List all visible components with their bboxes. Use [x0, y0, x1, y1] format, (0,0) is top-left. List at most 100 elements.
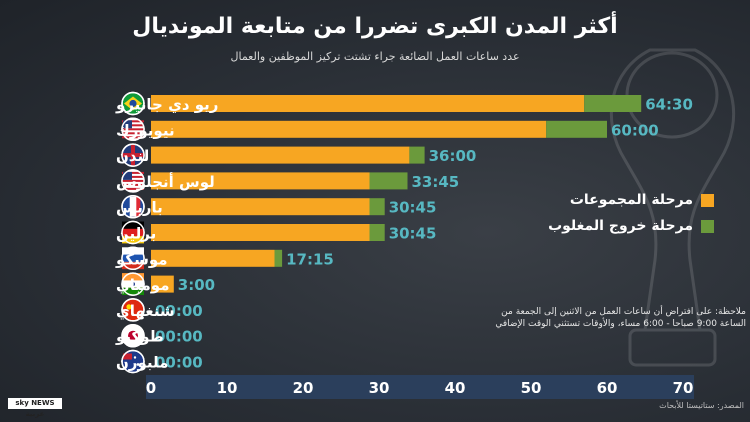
- city-label: موسكو: [115, 250, 168, 268]
- flag-sun: [128, 330, 138, 341]
- x-tick-label: 30: [369, 379, 390, 397]
- flag-stripe: [122, 120, 144, 123]
- flag-globe: [129, 99, 137, 108]
- data-label: 60:00: [611, 121, 659, 139]
- flag-cross-v: [131, 144, 135, 167]
- chart-subtitle: عدد ساعات العمل الضائعة جراء تشتت تركيز …: [230, 50, 520, 63]
- flag-stripe: [122, 132, 144, 135]
- source-credit: المصدر: ستاتيستا للأبحاث: [659, 401, 744, 410]
- flag-ring: [121, 91, 145, 116]
- x-tick-label: 40: [445, 379, 466, 397]
- bar-group-stage: [151, 198, 370, 216]
- flag-band: [122, 261, 144, 270]
- x-tick-label: 50: [521, 379, 542, 397]
- flag-stripe: [122, 124, 144, 127]
- flag-band: [122, 287, 144, 295]
- city-label: طوكيو: [115, 328, 164, 346]
- flag-band: [122, 273, 144, 281]
- bar-knockout: [546, 120, 607, 138]
- flag-ring: [121, 143, 145, 167]
- flag-stripe: [122, 179, 144, 182]
- flag-band: [129, 196, 137, 217]
- legend-item-group-stage: مرحلة المجموعات: [570, 192, 714, 208]
- city-label: برلين: [116, 225, 156, 243]
- flag-stripe: [122, 175, 144, 178]
- x-tick-label: 60: [597, 379, 618, 397]
- flag-band: [122, 254, 144, 262]
- data-label: 64:30: [645, 96, 693, 114]
- flag-canton: [123, 120, 132, 129]
- data-label: 30:45: [389, 199, 437, 217]
- bar-knockout: [369, 198, 385, 216]
- flag-ring: [121, 169, 145, 193]
- chart-title: أكثر المدن الكبرى تضررا من متابعة الموند…: [132, 14, 618, 39]
- flag-ring: [121, 194, 145, 219]
- x-tick-label: 0: [146, 379, 156, 397]
- flag-ring: [121, 220, 145, 245]
- city-label: مومباي: [116, 276, 169, 295]
- x-tick-label: 20: [293, 379, 314, 397]
- brazil-flag-icon: [121, 91, 145, 116]
- bar-group-stage: [151, 120, 547, 138]
- legend-swatch-group-stage: [701, 193, 714, 207]
- data-label: 36:00: [429, 147, 477, 165]
- legend-label-knockout: مرحلة خروج المغلوب: [548, 218, 693, 234]
- city-label: ملبورن: [116, 354, 168, 372]
- flag-chakra: [131, 282, 135, 287]
- bar-group-stage: [151, 249, 275, 267]
- flag-ring: [121, 117, 145, 142]
- flag-star: [136, 363, 140, 366]
- legend-swatch-knockout: [701, 219, 714, 233]
- bar-knockout: [369, 172, 408, 190]
- usa-flag-icon: [121, 117, 145, 142]
- brand-logo: sky NEWS عربية: [8, 398, 62, 418]
- flag-stripe: [122, 128, 144, 131]
- bar-group-stage: [151, 146, 410, 164]
- city-label: شنغهاي: [116, 302, 175, 321]
- flag-band: [122, 236, 144, 244]
- city-label: باريس: [116, 199, 163, 217]
- data-label: 3:00: [178, 276, 215, 294]
- russia-flag-icon: [121, 246, 145, 271]
- flag-canton: [123, 353, 132, 360]
- bar-group-stage: [151, 95, 585, 112]
- legend-item-knockout: مرحلة خروج المغلوب: [548, 218, 714, 234]
- flag-stripe: [122, 183, 144, 186]
- flag-star: [126, 304, 132, 310]
- flag-band: [122, 221, 144, 229]
- japan-flag-icon: [121, 323, 145, 348]
- flag-stripe: [122, 136, 144, 139]
- flag-band: [122, 228, 144, 237]
- city-label: لندن: [116, 147, 149, 165]
- data-label: 17:15: [286, 250, 334, 268]
- bar-knockout: [584, 95, 642, 112]
- flag-ring: [121, 272, 145, 296]
- data-label: 33:45: [412, 173, 460, 191]
- x-tick-label: 70: [673, 379, 694, 397]
- flag-ring: [121, 349, 145, 374]
- flag-canton: [123, 171, 132, 180]
- bar-group-stage: [151, 275, 174, 293]
- data-label: 00:00: [155, 302, 203, 320]
- flag-stripe: [122, 171, 144, 174]
- bar-knockout: [274, 249, 283, 267]
- x-tick-label: 10: [217, 379, 238, 397]
- bar-knockout: [369, 224, 385, 241]
- data-label: 00:00: [155, 354, 203, 372]
- city-label: لوس أنجلوس: [116, 172, 215, 191]
- bar-knockout: [409, 146, 425, 164]
- city-label: ريو دي جانيرو: [115, 96, 218, 115]
- legend-label-group-stage: مرحلة المجموعات: [569, 192, 693, 208]
- flag-band: [133, 196, 141, 217]
- flag-ring: [121, 246, 145, 271]
- france-flag-icon: [121, 194, 145, 219]
- uk-flag-icon: [121, 143, 145, 167]
- flag-band: [122, 247, 144, 255]
- city-label: نيويورك: [116, 121, 175, 139]
- flag-ring: [121, 323, 145, 348]
- flag-star: [133, 356, 137, 359]
- data-label: 30:45: [389, 225, 437, 243]
- india-flag-icon: [121, 272, 145, 296]
